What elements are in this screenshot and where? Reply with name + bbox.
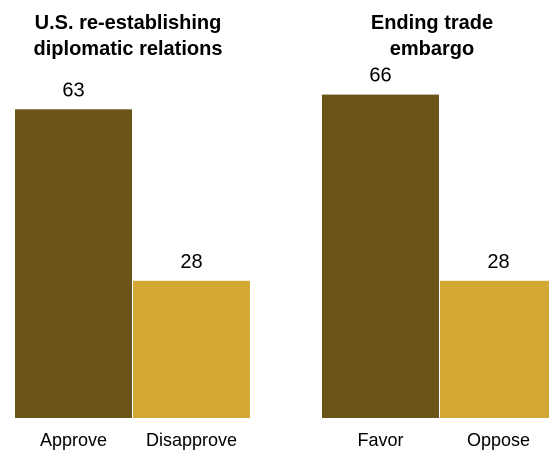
chart-title-line: U.S. re-establishing	[35, 12, 222, 34]
chart-title-line: Ending trade	[371, 12, 493, 34]
data-label: 28	[180, 251, 202, 273]
category-label: Disapprove	[146, 430, 237, 450]
bar-approve	[15, 109, 132, 419]
chart-title-line: diplomatic relations	[34, 38, 223, 60]
category-label: Approve	[40, 430, 107, 450]
data-label: 28	[487, 251, 509, 273]
data-label: 63	[62, 79, 84, 101]
bar-disapprove	[133, 280, 250, 418]
category-label: Favor	[357, 430, 403, 450]
bar-oppose	[440, 280, 549, 418]
category-label: Oppose	[467, 430, 530, 450]
bar-favor	[322, 94, 439, 418]
chart-title-line: embargo	[390, 38, 474, 60]
data-label: 66	[369, 65, 391, 87]
chart-panel-2: Ending trade embargo 66 Favor 28 Oppose	[322, 12, 549, 450]
chart-panel-1: U.S. re-establishing diplomatic relations…	[15, 12, 250, 450]
